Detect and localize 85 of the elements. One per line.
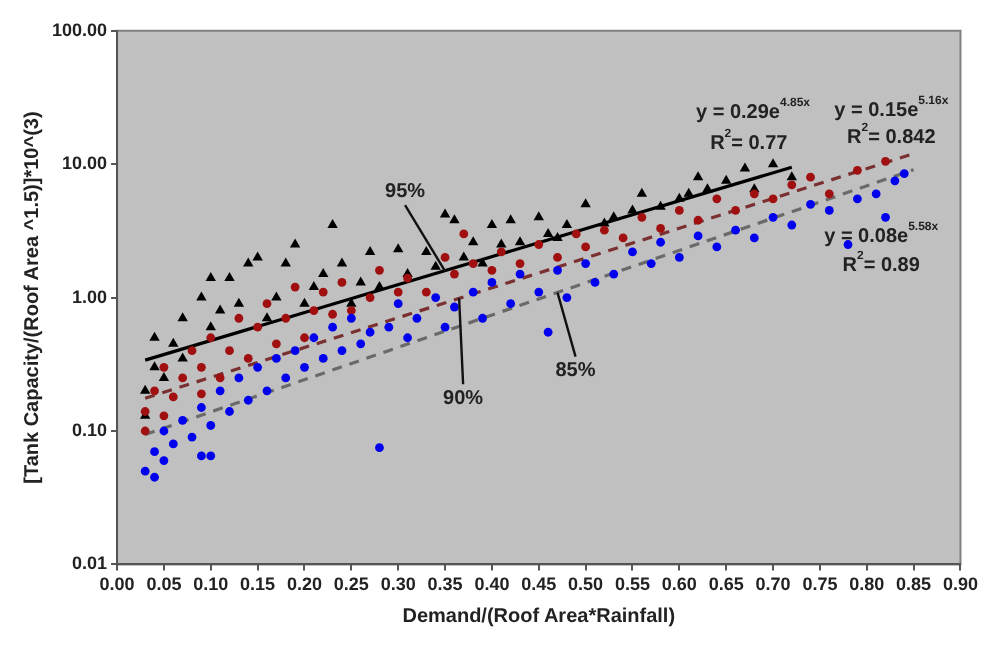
point xyxy=(712,194,722,204)
x-tick-label: 0.55 xyxy=(614,574,651,595)
annotation: 95% xyxy=(385,180,426,203)
point xyxy=(459,229,469,239)
point xyxy=(225,346,234,356)
point xyxy=(450,269,459,279)
point xyxy=(515,259,525,268)
point xyxy=(468,259,478,268)
point xyxy=(206,333,216,343)
point xyxy=(599,225,609,235)
point xyxy=(487,265,497,275)
point xyxy=(375,265,384,275)
point xyxy=(496,247,506,257)
point xyxy=(300,333,309,343)
point xyxy=(187,346,197,356)
y-tick-label: 10.00 xyxy=(61,153,108,174)
y-tick-label: 100.00 xyxy=(51,19,108,40)
point xyxy=(159,411,169,421)
point xyxy=(234,313,244,323)
point xyxy=(243,354,253,363)
point xyxy=(309,306,319,315)
point xyxy=(731,206,740,215)
x-tick-label: 0.75 xyxy=(802,574,838,595)
point xyxy=(853,165,862,175)
point xyxy=(768,194,778,204)
point xyxy=(197,389,206,399)
point xyxy=(806,172,815,182)
x-tick-label: 0.60 xyxy=(661,574,697,595)
x-axis-title: Demand/(Roof Area*Rainfall) xyxy=(402,605,676,628)
annotation: 90% xyxy=(443,387,484,410)
point xyxy=(674,206,684,215)
point xyxy=(824,189,834,199)
point xyxy=(421,287,431,297)
point xyxy=(150,386,159,396)
point xyxy=(637,212,647,222)
point xyxy=(534,240,544,249)
x-tick-label: 0.15 xyxy=(240,574,276,595)
point xyxy=(168,392,178,402)
x-tick-label: 0.50 xyxy=(568,574,604,595)
x-tick-label: 0.40 xyxy=(474,574,510,595)
x-tick-label: 0.25 xyxy=(333,574,369,595)
point xyxy=(262,299,272,309)
point xyxy=(656,224,665,233)
y-axis-title: [Tank Capacity/(Roof Area ^1.5)]*10^(3) xyxy=(21,111,44,484)
x-tick-label: 0.00 xyxy=(99,574,135,595)
x-tick-label: 0.70 xyxy=(755,574,791,595)
point xyxy=(271,339,281,349)
point xyxy=(215,373,225,383)
point xyxy=(290,282,300,292)
point xyxy=(328,309,337,319)
x-tick-label: 0.65 xyxy=(708,574,744,595)
x-tick-label: 0.85 xyxy=(896,574,932,595)
point xyxy=(197,362,206,372)
point xyxy=(253,322,263,332)
y-tick-label: 0.01 xyxy=(71,553,108,574)
x-tick-label: 0.90 xyxy=(942,574,979,595)
point xyxy=(178,373,188,383)
x-tick-label: 0.45 xyxy=(521,574,557,595)
point xyxy=(337,278,347,287)
point xyxy=(749,189,759,199)
point xyxy=(440,253,450,262)
point xyxy=(693,215,703,225)
x-tick-label: 0.05 xyxy=(146,574,182,595)
point xyxy=(393,287,403,297)
x-tick-label: 0.30 xyxy=(380,574,416,595)
point xyxy=(365,293,375,302)
point xyxy=(881,156,890,166)
x-tick-label: 0.20 xyxy=(286,574,323,595)
y-tick-label: 0.10 xyxy=(71,419,108,440)
annotation: 85% xyxy=(555,360,596,383)
y-tick-label: 1.00 xyxy=(71,286,108,307)
x-tick-label: 0.80 xyxy=(849,574,885,595)
point xyxy=(140,426,150,436)
point xyxy=(553,253,562,262)
point xyxy=(318,287,328,297)
point xyxy=(581,242,591,252)
point xyxy=(618,233,628,243)
x-tick-label: 0.10 xyxy=(193,574,229,595)
point xyxy=(571,229,581,239)
point xyxy=(787,180,797,190)
point xyxy=(281,313,291,323)
point xyxy=(403,273,412,283)
x-tick-label: 0.35 xyxy=(427,574,463,595)
point xyxy=(159,362,169,372)
point xyxy=(346,306,356,315)
